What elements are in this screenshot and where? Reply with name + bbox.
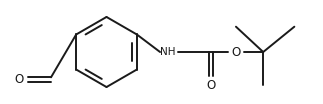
Text: O: O [14,73,24,86]
Text: NH: NH [160,47,176,57]
Text: O: O [231,46,241,58]
Text: O: O [206,79,215,92]
